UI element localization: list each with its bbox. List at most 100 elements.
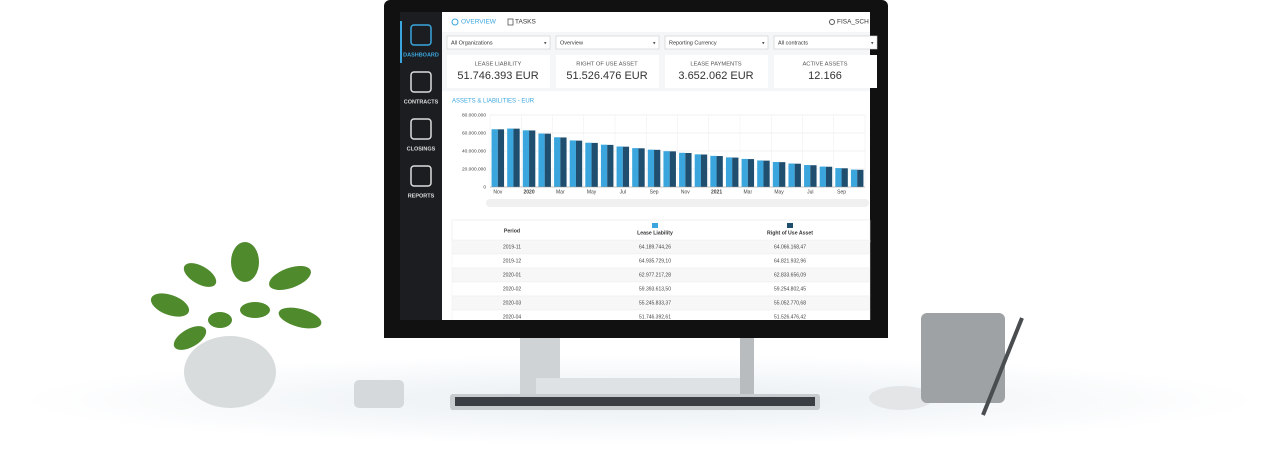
bar [669, 151, 676, 187]
bar [835, 168, 842, 187]
bar [616, 146, 623, 187]
bar [638, 148, 645, 187]
bar [607, 144, 614, 187]
bar [794, 163, 801, 187]
active-indicator [400, 21, 402, 63]
bar [632, 148, 639, 187]
bar [700, 154, 708, 187]
x-tick-label: Jul [620, 189, 626, 195]
bar [825, 166, 833, 187]
bar [804, 165, 811, 187]
nav-icon [410, 71, 432, 93]
bar [841, 168, 848, 187]
bar [647, 149, 655, 187]
table-cell: 2020-02 [503, 286, 522, 292]
table-cell: 64.821.932,96 [774, 258, 806, 264]
table-cell: 51.746.392,61 [639, 314, 671, 320]
x-tick-label: Mar [556, 189, 565, 195]
bar [654, 149, 661, 187]
kpi-card [774, 55, 877, 88]
bar [575, 140, 583, 187]
table-cell: 59.393.613,50 [639, 286, 671, 292]
kpi-value: 51.526.476 EUR [566, 70, 647, 82]
column-header: Period [504, 228, 520, 234]
kpi-card [447, 55, 550, 88]
bar [810, 165, 817, 187]
table-cell: 55.052.770,68 [774, 300, 806, 306]
nav-label[interactable]: DASHBOARD [403, 52, 439, 58]
mouse [869, 386, 933, 410]
filter-dropdown[interactable] [555, 35, 660, 50]
x-tick-label: Sep [837, 189, 846, 195]
legend-swatch [787, 223, 793, 228]
bar [538, 133, 545, 187]
table-cell: 51.526.476,42 [774, 314, 806, 320]
chart-title: ASSETS & LIABILITIES - EUR [452, 99, 535, 105]
filter-dropdown[interactable] [773, 35, 878, 50]
nav-icon [410, 165, 432, 187]
bar [522, 130, 530, 187]
bar [685, 152, 692, 187]
legend-label[interactable]: Lease Liability [637, 230, 673, 236]
tab[interactable]: OVERVIEW [461, 19, 497, 26]
bar [788, 163, 795, 187]
bar [554, 137, 561, 187]
filter-label: All Organizations [451, 40, 493, 46]
monitor-base [536, 378, 740, 394]
bar [741, 158, 748, 187]
y-tick-label: 20.000.000 [462, 166, 486, 172]
table-cell: 62.833.656,09 [774, 272, 806, 278]
topbar [442, 12, 870, 32]
filter-label: All contracts [778, 40, 808, 46]
bar [622, 146, 630, 187]
kpi-value: 51.746.393 EUR [457, 70, 538, 82]
table-cell: 64.066.168,47 [774, 244, 806, 250]
nav-label[interactable]: CLOSINGS [407, 146, 436, 152]
table-cell: 62.977.217,28 [639, 272, 671, 278]
user-icon [829, 19, 835, 25]
bar [757, 160, 764, 187]
table-cell: 2020-01 [503, 272, 522, 278]
filter-dropdown[interactable] [664, 35, 769, 50]
y-tick-label: 60.000.000 [462, 130, 486, 136]
bar [850, 169, 858, 187]
x-tick-label: Jul [807, 189, 813, 195]
bar [591, 142, 598, 187]
y-tick-label: 0 [483, 184, 486, 190]
nav-label[interactable]: CONTRACTS [404, 99, 439, 105]
table-cell: 55.245.833,37 [639, 300, 671, 306]
x-tick-label: Nov [493, 189, 502, 195]
kpi-value: 3.652.062 EUR [678, 70, 753, 82]
user-name[interactable]: FISA_SCH [837, 19, 869, 26]
kpi-value: 12.166 [808, 70, 842, 82]
filter-label: Overview [560, 40, 583, 46]
monitor-chin [384, 320, 888, 338]
bar [857, 169, 864, 187]
pot [184, 336, 276, 408]
legend-label[interactable]: Right of Use Asset [767, 230, 813, 236]
bar [732, 157, 739, 187]
bar [763, 160, 770, 187]
filter-label: Reporting Currency [669, 40, 717, 46]
table-cell: 59.254.802,45 [774, 286, 806, 292]
bar [491, 129, 498, 187]
nav-icon [410, 118, 432, 140]
bar [560, 137, 567, 187]
range-scrollbar[interactable] [486, 199, 869, 207]
table-cell: 2019-12 [503, 258, 522, 264]
tab-icon [507, 18, 514, 26]
pen-holder [921, 313, 1005, 403]
kpi-card [665, 55, 768, 88]
kpi-label: ACTIVE ASSETS [802, 62, 847, 68]
bar [507, 128, 514, 187]
bar [544, 133, 551, 187]
pen [981, 317, 1024, 416]
kpi-label: LEASE LIABILITY [475, 62, 522, 68]
nav-label[interactable]: REPORTS [408, 193, 435, 199]
filter-dropdown[interactable] [446, 35, 551, 50]
tab[interactable]: TASKS [515, 19, 536, 26]
bar [819, 166, 826, 187]
y-tick-label: 40.000.000 [462, 148, 486, 154]
plant-leaves [150, 242, 322, 350]
